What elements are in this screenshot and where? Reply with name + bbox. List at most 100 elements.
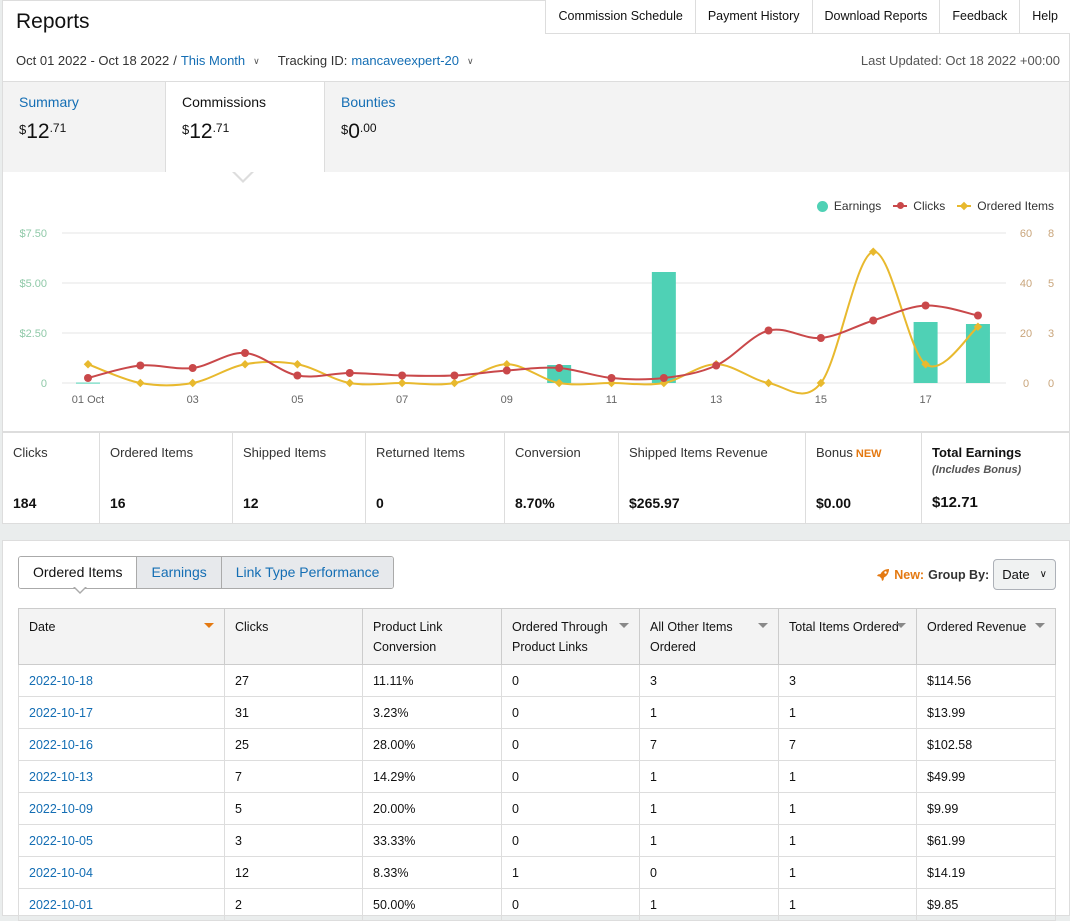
ordered-items-point[interactable] <box>554 378 564 388</box>
y-right-clicks-tick: 60 <box>1020 228 1032 240</box>
range-separator: / <box>173 53 177 68</box>
clicks-point[interactable] <box>398 371 407 380</box>
col-label: Date <box>29 620 56 634</box>
earnings-bar[interactable] <box>965 324 990 383</box>
ordered-items-point[interactable] <box>240 360 250 369</box>
clicks-point[interactable] <box>450 371 459 380</box>
table-cell: 3.23% <box>362 696 502 729</box>
x-tick: 15 <box>815 394 827 406</box>
clicks-point[interactable] <box>555 364 564 372</box>
stat-value: 12 <box>243 495 259 511</box>
y-right-items-tick: 8 <box>1048 228 1054 240</box>
clicks-point[interactable] <box>241 349 250 357</box>
chart-lines <box>83 247 983 395</box>
ordered-items-point[interactable] <box>188 378 197 388</box>
table-cell: $114.56 <box>916 664 1056 697</box>
ordered-items-point[interactable] <box>764 378 773 388</box>
ordered-items-point[interactable] <box>136 378 145 388</box>
col-clicks[interactable]: Clicks <box>224 608 363 665</box>
tab-earnings[interactable]: Earnings <box>136 557 221 588</box>
row-date-link[interactable]: 2022-10-13 <box>18 760 225 793</box>
group-by-select[interactable]: Date ∨ <box>993 559 1056 590</box>
stat-label: Shipped Items <box>243 445 327 460</box>
clicks-point[interactable] <box>764 326 773 335</box>
chevron-down-icon[interactable]: ∨ <box>253 56 260 66</box>
row-date-link[interactable]: 2022-10-05 <box>18 824 225 857</box>
ordered-items-point[interactable] <box>450 378 459 388</box>
tab-summary[interactable]: Summary $12.71 <box>3 82 165 172</box>
clicks-point[interactable] <box>293 371 302 380</box>
col-product-link-conversion[interactable]: Product Link Conversion <box>362 608 502 665</box>
nav-payment-history[interactable]: Payment History <box>694 0 812 34</box>
ordered-items-point[interactable] <box>345 378 354 388</box>
stat-returned-items: Returned Items 0 <box>366 433 505 523</box>
ordered-items-point[interactable] <box>973 322 983 331</box>
stat-label: Total Earnings <box>932 445 1022 460</box>
clicks-point[interactable] <box>607 374 616 382</box>
col-label: Ordered Through Product Links <box>512 620 608 654</box>
ordered-items-point[interactable] <box>869 247 878 256</box>
sort-arrow-icon[interactable] <box>896 623 906 628</box>
sort-arrow-icon[interactable] <box>758 623 768 628</box>
legend-clicks-swatch <box>893 202 908 209</box>
new-label: New: <box>894 567 925 582</box>
ordered-items-point[interactable] <box>83 360 93 369</box>
clicks-point[interactable] <box>973 311 982 320</box>
clicks-point[interactable] <box>659 374 668 382</box>
tab-summary-label: Summary <box>19 94 79 110</box>
ordered-items-point[interactable] <box>502 360 512 369</box>
earnings-bar[interactable] <box>651 272 676 383</box>
tracking-id-selector[interactable]: Tracking ID: mancaveexpert-20 <box>278 53 459 68</box>
col-ordered-through-links[interactable]: Ordered Through Product Links <box>501 608 640 665</box>
nav-download-reports[interactable]: Download Reports <box>811 0 940 34</box>
legend-ordered-items[interactable]: Ordered Items <box>957 199 1054 213</box>
table-cell: $102.58 <box>916 728 1056 761</box>
legend-earnings[interactable]: Earnings <box>816 199 881 213</box>
col-ordered-revenue[interactable]: Ordered Revenue <box>916 608 1056 665</box>
tab-ordered-items[interactable]: Ordered Items <box>19 557 137 588</box>
tab-commissions[interactable]: Commissions $12.71 <box>165 82 325 176</box>
table-cell: 0 <box>501 696 640 729</box>
stat-value: $0.00 <box>816 495 852 511</box>
ordered-items-point[interactable] <box>397 378 407 388</box>
tab-bounties[interactable]: Bounties $0.00 <box>325 82 485 172</box>
nav-commission-schedule[interactable]: Commission Schedule <box>545 0 695 34</box>
row-date-link[interactable]: 2022-10-16 <box>18 728 225 761</box>
clicks-point[interactable] <box>869 316 878 325</box>
nav-feedback[interactable]: Feedback <box>939 0 1020 34</box>
row-date-link[interactable]: 2022-10-18 <box>18 664 225 697</box>
row-date-link[interactable]: 2022-10-17 <box>18 696 225 729</box>
active-tab-pointer-fill <box>234 171 252 180</box>
amount-integer: 12 <box>26 120 50 143</box>
clicks-point[interactable] <box>188 364 197 372</box>
tab-link-type-performance[interactable]: Link Type Performance <box>220 557 394 588</box>
nav-help[interactable]: Help <box>1019 0 1070 34</box>
stat-ordered-items: Ordered Items 16 <box>100 433 233 523</box>
row-date-link[interactable]: 2022-10-09 <box>18 792 225 825</box>
ordered-items-point[interactable] <box>816 378 826 388</box>
clicks-point[interactable] <box>502 366 511 375</box>
col-all-other-items[interactable]: All Other Items Ordered <box>639 608 779 665</box>
ordered-items-point[interactable] <box>921 360 930 369</box>
table-row: 2022-10-05 3 33.33% 0 1 1 $61.99 <box>18 824 1056 857</box>
sort-arrow-icon[interactable] <box>1035 623 1045 628</box>
sort-arrow-icon[interactable] <box>204 623 214 628</box>
clicks-point[interactable] <box>921 301 930 310</box>
ordered-items-line <box>87 250 979 395</box>
earnings-bar[interactable] <box>76 382 100 384</box>
legend-clicks[interactable]: Clicks <box>893 199 945 213</box>
clicks-point[interactable] <box>84 374 92 382</box>
x-tick: 17 <box>919 394 931 406</box>
clicks-point[interactable] <box>816 334 825 342</box>
col-total-items[interactable]: Total Items Ordered <box>778 608 917 665</box>
row-date-link[interactable]: 2022-10-04 <box>18 856 225 889</box>
chevron-down-icon[interactable]: ∨ <box>467 56 474 66</box>
group-by-control: New: Group By: Date ∨ <box>876 559 1056 590</box>
clicks-point[interactable] <box>345 369 354 377</box>
col-date[interactable]: Date <box>18 608 225 665</box>
clicks-point[interactable] <box>712 361 721 370</box>
ordered-items-point[interactable] <box>293 360 302 369</box>
sort-arrow-icon[interactable] <box>619 623 629 628</box>
clicks-point[interactable] <box>136 361 145 370</box>
date-range-selector[interactable]: Oct 01 2022 - Oct 18 2022/This Month <box>16 53 245 68</box>
